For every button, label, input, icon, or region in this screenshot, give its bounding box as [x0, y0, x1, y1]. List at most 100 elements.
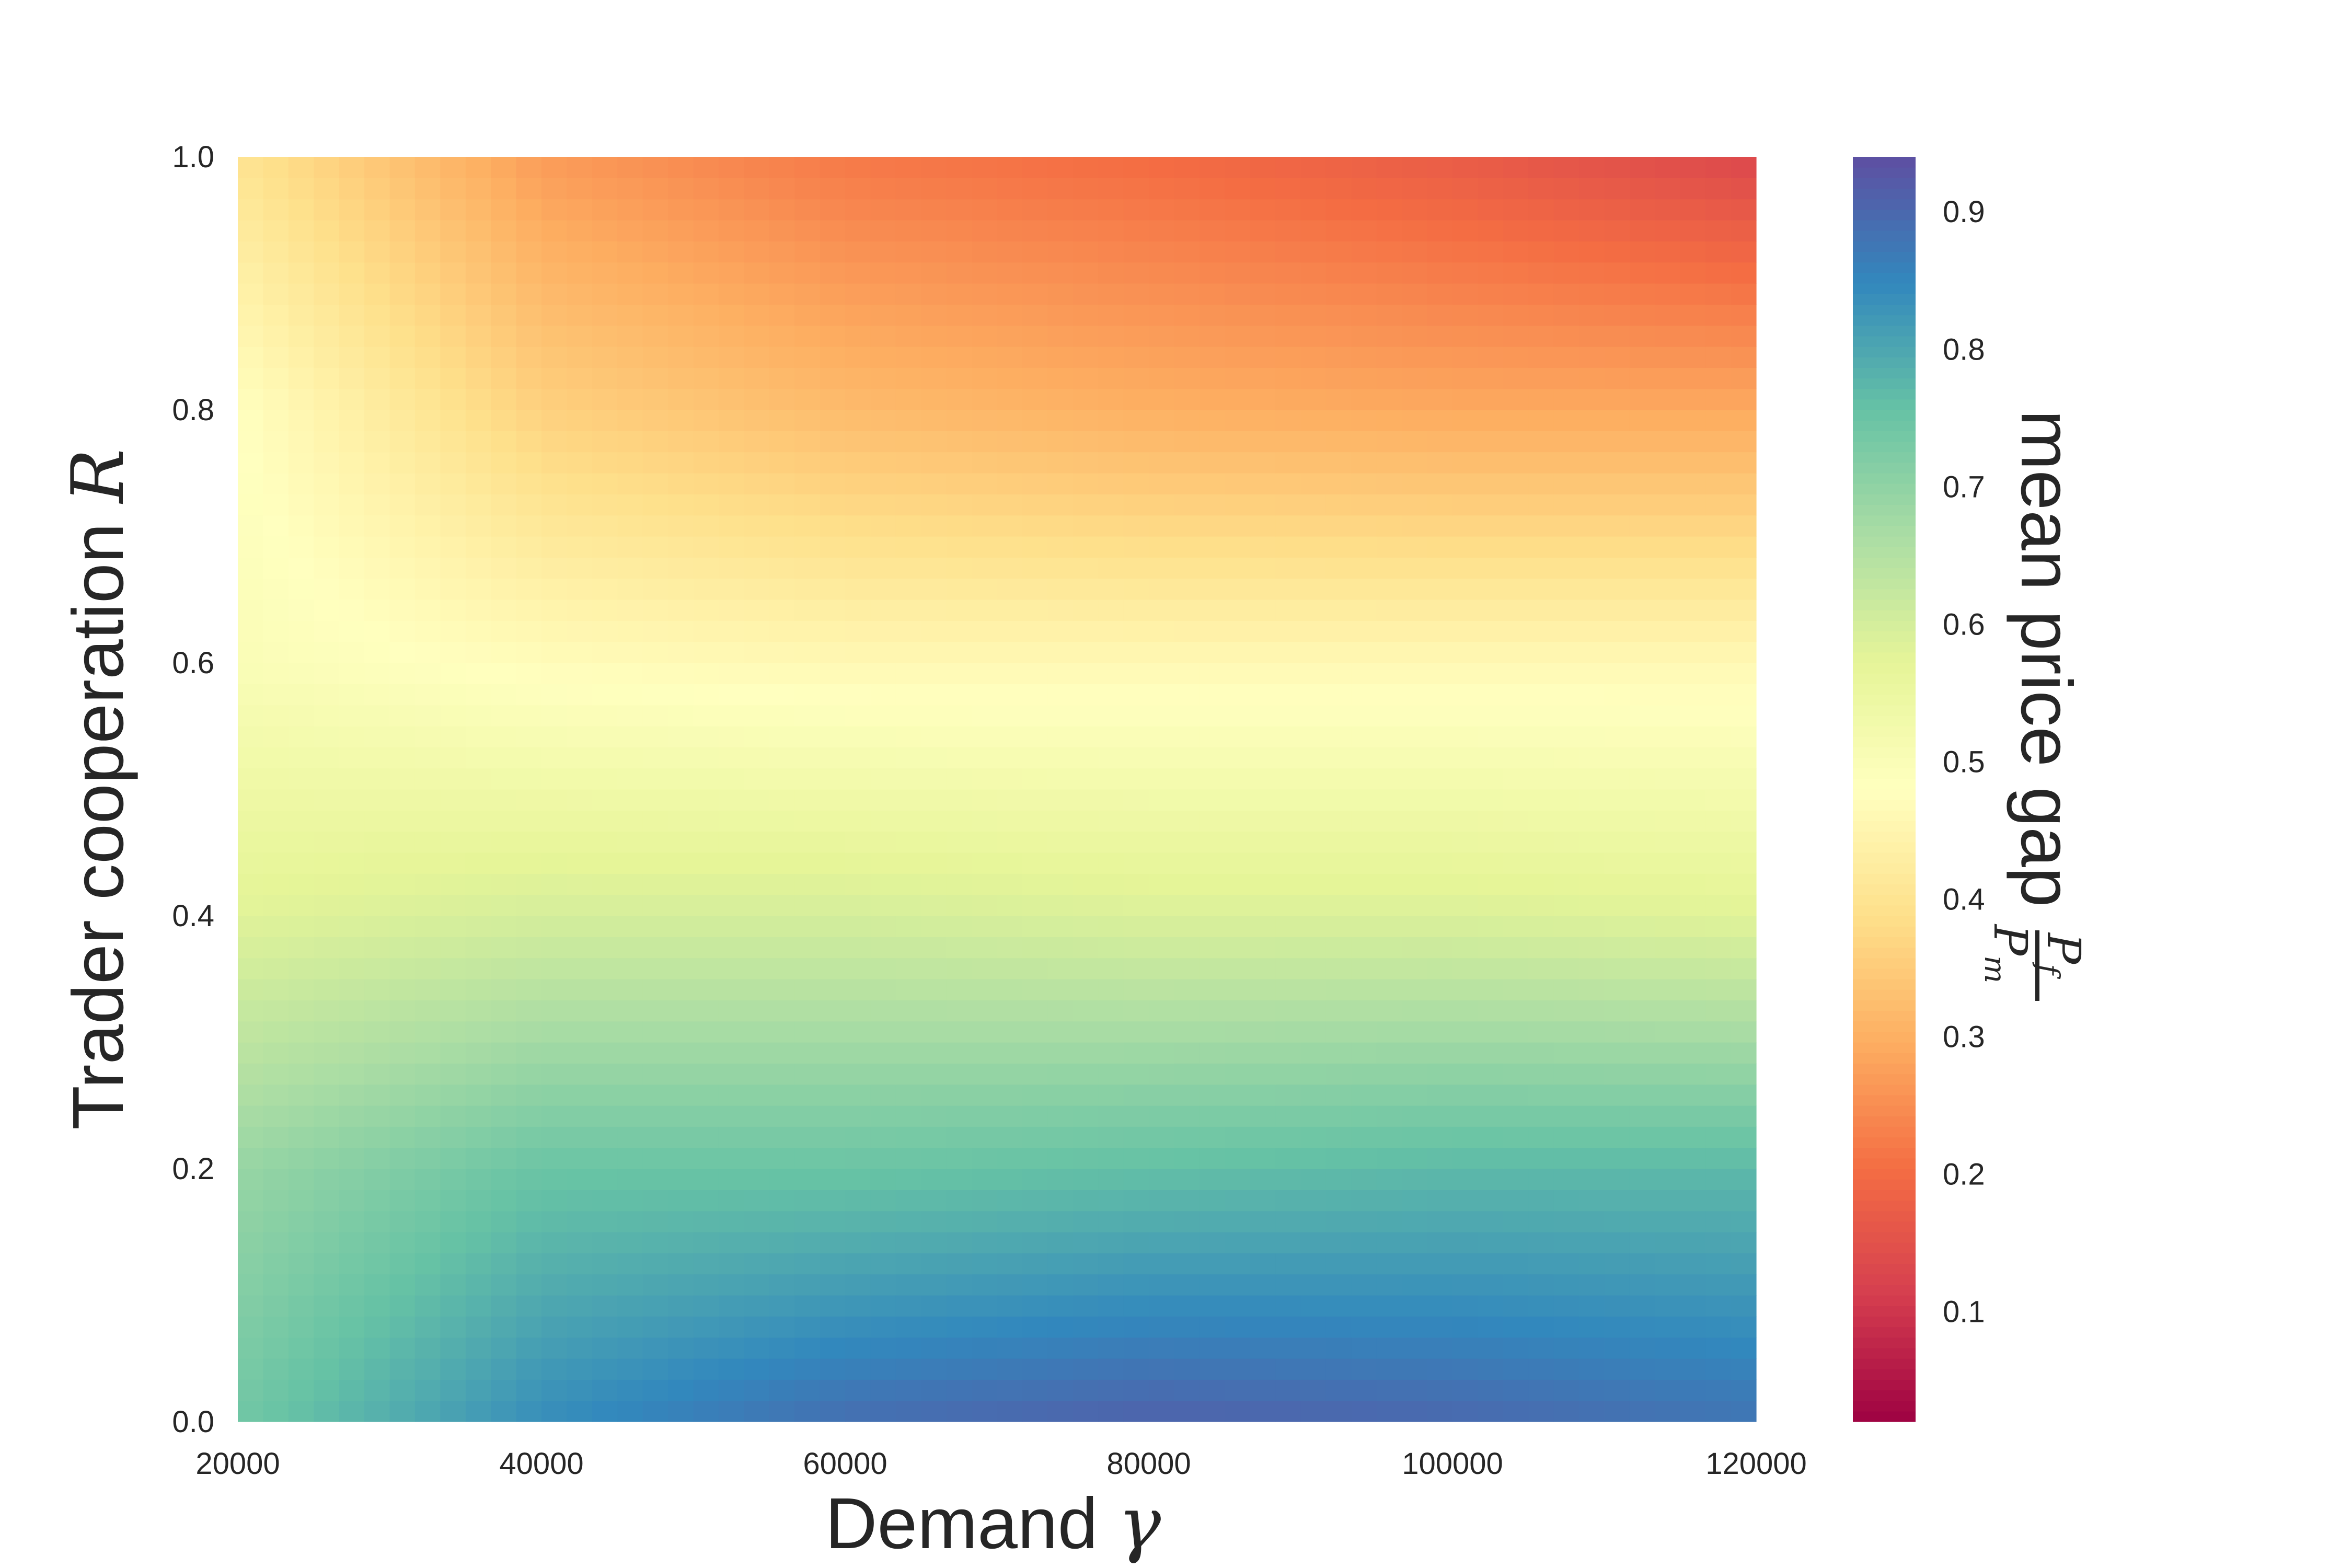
- heatmap-cell: [1452, 810, 1479, 832]
- heatmap-cell: [516, 747, 542, 769]
- heatmap-cell: [1478, 852, 1504, 874]
- heatmap-cell: [414, 241, 441, 263]
- heatmap-cell: [1022, 1210, 1048, 1232]
- heatmap-cell: [1579, 1274, 1605, 1296]
- heatmap-cell: [1604, 937, 1630, 959]
- heatmap-cell: [1351, 452, 1377, 474]
- heatmap-cell: [1300, 768, 1327, 790]
- heatmap-cell: [1503, 578, 1529, 600]
- colorbar-segment: [1853, 420, 1916, 431]
- heatmap-cell: [567, 620, 593, 642]
- heatmap-cell: [263, 1000, 289, 1022]
- heatmap-cell: [1553, 1000, 1579, 1022]
- heatmap-cell: [642, 410, 668, 431]
- heatmap-cell: [314, 1274, 340, 1296]
- heatmap-cell: [972, 852, 998, 874]
- heatmap-cell: [1325, 641, 1352, 663]
- heatmap-cell: [946, 557, 972, 579]
- heatmap-cell: [895, 641, 921, 663]
- heatmap-cell: [718, 410, 744, 431]
- heatmap-cell: [1073, 220, 1099, 241]
- heatmap-cell: [1528, 1232, 1554, 1253]
- heatmap-cell: [238, 1126, 264, 1148]
- heatmap-cell: [541, 1316, 568, 1338]
- heatmap-cell: [491, 1358, 517, 1380]
- heatmap-cell: [516, 641, 542, 663]
- heatmap-cell: [1528, 241, 1554, 263]
- heatmap-cell: [491, 1000, 517, 1022]
- heatmap-cell: [314, 1042, 340, 1064]
- heatmap-cell: [592, 1042, 618, 1064]
- heatmap-cell: [1503, 1253, 1529, 1275]
- heatmap-cell: [718, 684, 744, 706]
- heatmap-cell: [1553, 1105, 1579, 1127]
- heatmap-cell: [567, 1337, 593, 1359]
- heatmap-cell: [389, 473, 416, 494]
- heatmap-cell: [541, 1210, 568, 1232]
- heatmap-cell: [1199, 768, 1225, 790]
- heatmap-cell: [718, 1379, 744, 1401]
- heatmap-cell: [1579, 1063, 1605, 1085]
- heatmap-cell: [491, 663, 517, 684]
- heatmap-cell: [1705, 388, 1732, 410]
- heatmap-cell: [1402, 1253, 1428, 1275]
- heatmap-cell: [1680, 283, 1706, 305]
- heatmap-cell: [1275, 726, 1301, 747]
- heatmap-cell: [314, 1105, 340, 1127]
- heatmap-cell: [263, 1274, 289, 1296]
- heatmap-cell: [946, 620, 972, 642]
- heatmap-cell: [997, 979, 1023, 1000]
- heatmap-cell: [288, 831, 314, 853]
- heatmap-cell: [820, 789, 846, 811]
- heatmap-cell: [567, 1295, 593, 1317]
- heatmap-cell: [1655, 367, 1681, 389]
- heatmap-cell: [1705, 178, 1732, 200]
- heatmap-cell: [870, 747, 896, 769]
- heatmap-cell: [642, 1147, 668, 1169]
- heatmap-cell: [389, 641, 416, 663]
- heatmap-cell: [1047, 684, 1074, 706]
- heatmap-cell: [1199, 178, 1225, 200]
- heatmap-cell: [668, 1274, 694, 1296]
- heatmap-cell: [1376, 1147, 1402, 1169]
- heatmap-cell: [946, 1379, 972, 1401]
- heatmap-cell: [921, 599, 947, 621]
- heatmap-cell: [288, 536, 314, 558]
- heatmap-cell: [1325, 1379, 1352, 1401]
- heatmap-cell: [1705, 536, 1732, 558]
- heatmap-cell: [1022, 599, 1048, 621]
- heatmap-cell: [1655, 1147, 1681, 1169]
- heatmap-cell: [1250, 1190, 1276, 1212]
- heatmap-cell: [845, 599, 871, 621]
- heatmap-cell: [1275, 347, 1301, 368]
- heatmap-cell: [516, 283, 542, 305]
- heatmap-cell: [1579, 157, 1605, 178]
- heatmap-cell: [1705, 1021, 1732, 1043]
- heatmap-cell: [1604, 789, 1630, 811]
- heatmap-cell: [1098, 1063, 1124, 1085]
- heatmap-cell: [1553, 473, 1579, 494]
- heatmap-cell: [718, 916, 744, 937]
- heatmap-cell: [465, 768, 491, 790]
- heatmap-cell: [1225, 220, 1251, 241]
- heatmap-cell: [465, 1126, 491, 1148]
- heatmap-cell: [1123, 1274, 1149, 1296]
- heatmap-cell: [617, 599, 643, 621]
- heatmap-cell: [414, 304, 441, 326]
- heatmap-cell: [592, 1105, 618, 1127]
- heatmap-cell: [642, 747, 668, 769]
- heatmap-cell: [1123, 1169, 1149, 1190]
- heatmap-cell: [668, 578, 694, 600]
- heatmap-cell: [1098, 473, 1124, 494]
- heatmap-cell: [491, 979, 517, 1000]
- heatmap-cell: [1579, 937, 1605, 959]
- heatmap-cell: [1402, 768, 1428, 790]
- heatmap-cell: [1579, 831, 1605, 853]
- heatmap-cell: [238, 536, 264, 558]
- heatmap-cell: [1199, 1316, 1225, 1338]
- heatmap-cell: [1629, 262, 1655, 284]
- heatmap-cell: [1680, 157, 1706, 178]
- heatmap-cell: [1705, 1232, 1732, 1253]
- heatmap-cell: [693, 1337, 719, 1359]
- heatmap-cell: [1123, 705, 1149, 727]
